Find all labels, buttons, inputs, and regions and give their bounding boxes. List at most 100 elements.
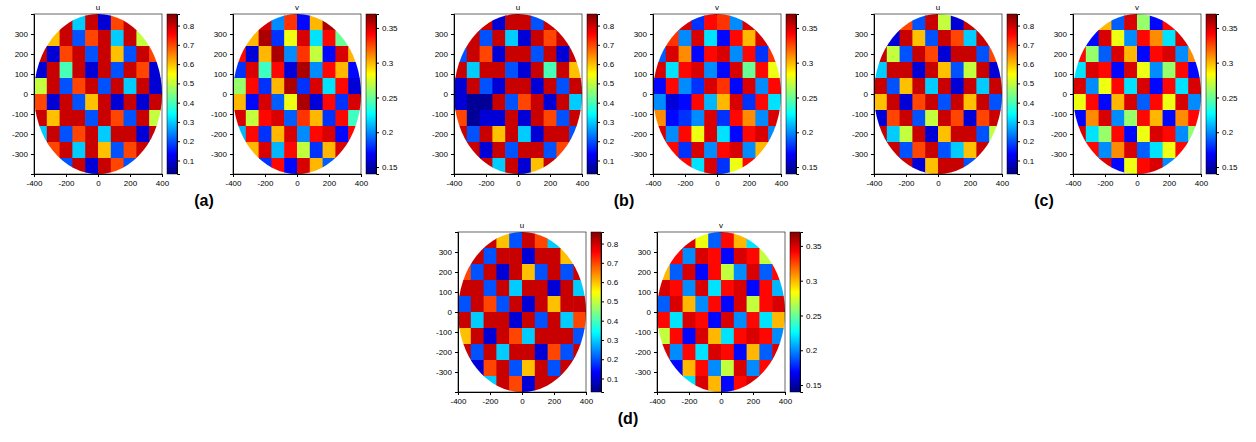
heatmap-cell xyxy=(912,126,925,143)
heatmap-cell xyxy=(535,344,548,361)
heatmap-cell xyxy=(136,46,149,63)
heatmap-cell xyxy=(60,94,73,111)
tick: 200 xyxy=(1163,174,1177,188)
heatmap-cell xyxy=(480,46,493,63)
heatmap-cell xyxy=(704,94,717,111)
tick-label: 0.3 xyxy=(802,59,814,68)
heatmap-cell xyxy=(310,94,323,111)
heatmap-cell xyxy=(556,94,569,111)
heatmap-cell xyxy=(548,296,561,313)
tick: 0.25 xyxy=(796,94,818,103)
heatmap-cell xyxy=(976,94,989,111)
tick-mark xyxy=(1017,141,1020,142)
tick-label: 100 xyxy=(15,70,29,79)
tick-label: 0.2 xyxy=(1023,137,1035,146)
heatmap-cell xyxy=(124,62,137,79)
heatmap-cell xyxy=(1163,30,1176,47)
heatmap-cell xyxy=(759,264,772,281)
figure: -400-2000200400-300-200-1000100200300u0.… xyxy=(0,0,1256,442)
heatmap-cell xyxy=(471,360,484,377)
tick: -300 xyxy=(631,150,653,159)
heatmap-cell xyxy=(47,142,60,159)
heatmap-cell xyxy=(111,30,124,47)
tick-label: -200 xyxy=(1097,179,1114,188)
tick-label: 0.15 xyxy=(382,163,398,172)
y-axis: -300-200-1000100200300 xyxy=(1051,15,1074,175)
heatmap-cell xyxy=(730,110,743,127)
tick: 0.3 xyxy=(796,59,814,68)
tick-mark xyxy=(650,134,653,135)
tick-label: 400 xyxy=(355,179,369,188)
heatmap-cell xyxy=(310,142,323,159)
tick-label: 0.6 xyxy=(603,60,615,69)
axis-line xyxy=(801,233,804,393)
tick: 0.8 xyxy=(601,240,619,249)
heatmap-cell xyxy=(467,142,480,159)
heatmap-cell xyxy=(747,264,760,281)
tick-label: 200 xyxy=(548,397,562,406)
tick: 200 xyxy=(638,268,657,277)
heatmap-cell xyxy=(1137,126,1150,143)
heatmap-cell xyxy=(467,62,480,79)
x-axis: -400-2000200400 xyxy=(866,174,1009,188)
tick-mark xyxy=(1216,167,1219,168)
heatmap-cell xyxy=(734,328,747,345)
heatmap-cell xyxy=(1111,126,1124,143)
heatmap-cells xyxy=(233,14,362,175)
heatmap-cell xyxy=(47,62,60,79)
heatmap-cell xyxy=(695,248,708,265)
panel-letter: (b) xyxy=(614,192,634,209)
heatmap-cell xyxy=(573,296,586,313)
colorbar xyxy=(786,14,796,174)
heatmap-cell xyxy=(964,158,977,175)
tick-mark xyxy=(376,28,379,29)
tick-mark xyxy=(265,174,266,177)
tick: 200 xyxy=(439,268,458,277)
heatmap-cell xyxy=(85,46,98,63)
heatmap-cell xyxy=(755,142,768,159)
heatmap-cell xyxy=(124,126,137,143)
heatmap-cell xyxy=(670,344,683,361)
heatmap-cell xyxy=(259,142,272,159)
heatmap-cell xyxy=(297,94,310,111)
heatmap-cell xyxy=(730,14,743,31)
tick: 0.4 xyxy=(597,99,615,108)
heatmap-cell xyxy=(900,158,913,175)
tick-mark xyxy=(361,174,362,177)
tick-mark xyxy=(554,392,555,395)
heatmap-cell xyxy=(480,142,493,159)
axis-line xyxy=(455,175,583,178)
tick-mark xyxy=(1002,174,1003,177)
heatmap-cell xyxy=(531,46,544,63)
tick-label: 0.5 xyxy=(1023,79,1035,88)
heatmap-cell xyxy=(518,14,531,31)
heatmap-cell xyxy=(111,62,124,79)
tick-label: 0 xyxy=(1135,179,1140,188)
heatmap-cell xyxy=(60,142,73,159)
panel-letter: (a) xyxy=(194,192,214,209)
heatmap-cell xyxy=(1111,62,1124,79)
heatmap-cell xyxy=(1175,30,1188,47)
heatmap-cell xyxy=(704,142,717,159)
tick: 400 xyxy=(775,174,789,188)
heatmap-cell xyxy=(323,78,336,95)
heatmap-cell xyxy=(484,376,497,393)
heatmap-cell xyxy=(246,126,259,143)
heatmap-cell xyxy=(484,360,497,377)
tick-mark xyxy=(455,332,458,333)
tick-mark xyxy=(871,34,874,35)
x-axis: -400-2000200400 xyxy=(1065,174,1208,188)
tick-mark xyxy=(230,154,233,155)
tick: -200 xyxy=(1051,130,1073,139)
heatmap-cell xyxy=(124,142,137,159)
heatmap-cell xyxy=(259,126,272,143)
heatmap-cell xyxy=(734,312,747,329)
heatmap-cell xyxy=(509,280,522,297)
tick-label: 200 xyxy=(747,397,761,406)
heatmap-cell xyxy=(484,312,497,329)
tick-label: 0 xyxy=(516,179,521,188)
tick: 0.6 xyxy=(177,60,195,69)
tick-label: -200 xyxy=(898,179,915,188)
heatmap-cell xyxy=(925,158,938,175)
heatmap-cell xyxy=(47,30,60,47)
